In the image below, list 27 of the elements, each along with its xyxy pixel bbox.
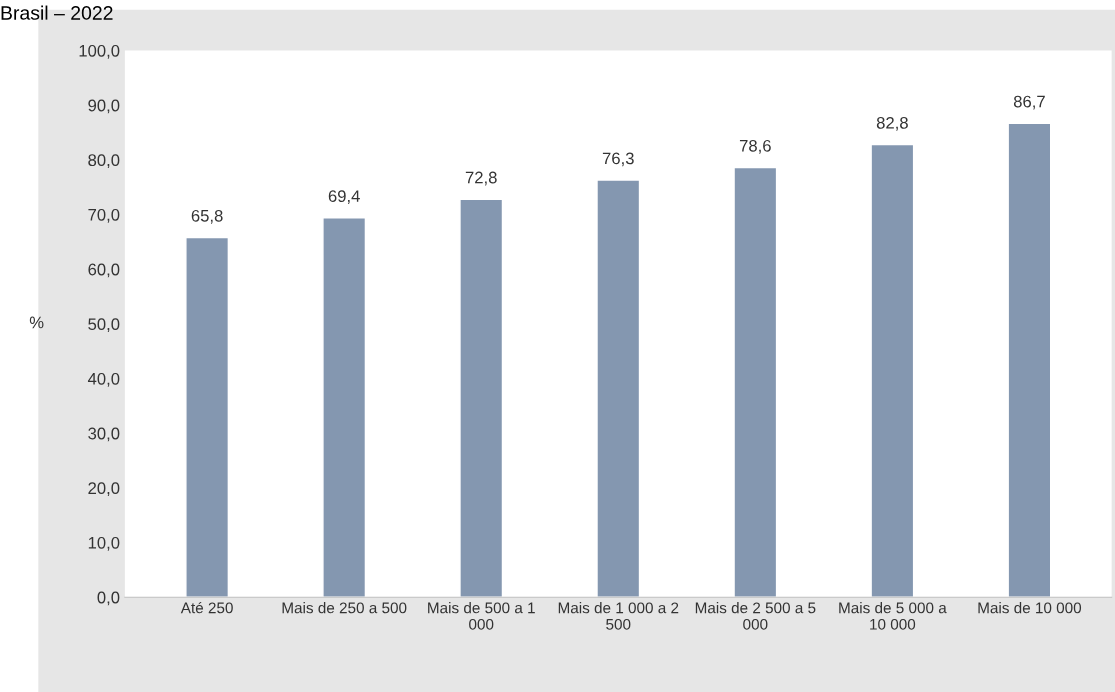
y-tick-label: 80,0: [88, 154, 120, 169]
y-tick-label: 60,0: [88, 263, 120, 278]
data-label: 82,8: [876, 116, 908, 131]
data-label: 69,4: [328, 190, 360, 204]
x-tick-label: Mais de 250 a 500: [282, 602, 407, 614]
data-label: 65,8: [191, 209, 223, 224]
data-label: 72,8: [465, 171, 497, 186]
y-tick-label: 100,0: [79, 44, 120, 59]
data-label: 78,6: [739, 139, 771, 154]
data-label: 86,7: [1013, 95, 1045, 110]
y-tick-label: 90,0: [88, 99, 120, 114]
y-tick-label: 40,0: [87, 372, 120, 387]
x-tick-label: Mais de 2 500 a 5 000: [695, 602, 816, 630]
y-tick-label: 10,0: [88, 536, 120, 551]
x-tick-label: Mais de 10 000: [978, 602, 1082, 614]
y-tick-label: 0,0: [97, 591, 120, 606]
x-tick-label: Mais de 1 000 a 2 500: [558, 602, 679, 630]
y-axis-title: %: [29, 316, 44, 329]
x-tick-label: Até 250: [180, 601, 233, 614]
x-tick-label: Mais de 5 000 a 10 000: [839, 602, 947, 630]
x-tick-label: Mais de 500 a 1 000: [428, 602, 535, 630]
data-label: 76,3: [602, 152, 634, 167]
y-tick-label: 20,0: [88, 482, 120, 497]
y-tick-label: 70,0: [88, 208, 120, 223]
y-tick-label: 50,0: [88, 318, 120, 333]
y-tick-label: 30,0: [88, 427, 120, 442]
chart-title: Brasil – 2022: [1, 5, 113, 20]
